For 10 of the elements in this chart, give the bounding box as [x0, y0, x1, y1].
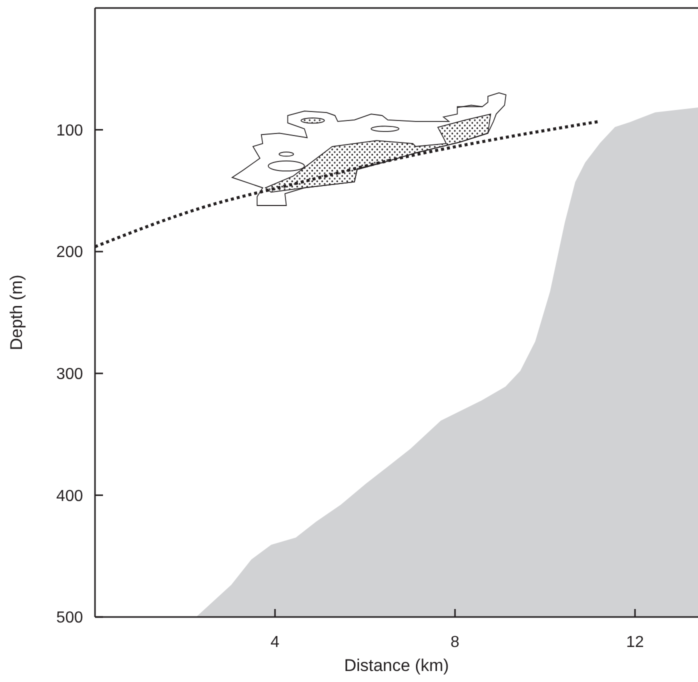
y-tick-label: 200 — [56, 244, 84, 262]
y-tick-label: 100 — [56, 122, 84, 140]
x-tick-label: 12 — [626, 634, 644, 651]
x-tick-label: 8 — [450, 634, 460, 651]
x-axis-title: Distance (km) — [344, 656, 449, 675]
y-tick-label: 500 — [56, 610, 84, 627]
y-tick-label: 300 — [56, 366, 84, 383]
y-tick-label: 400 — [56, 488, 84, 505]
y-axis-title: Depth (m) — [7, 274, 26, 350]
x-tick-label: 4 — [270, 634, 280, 651]
